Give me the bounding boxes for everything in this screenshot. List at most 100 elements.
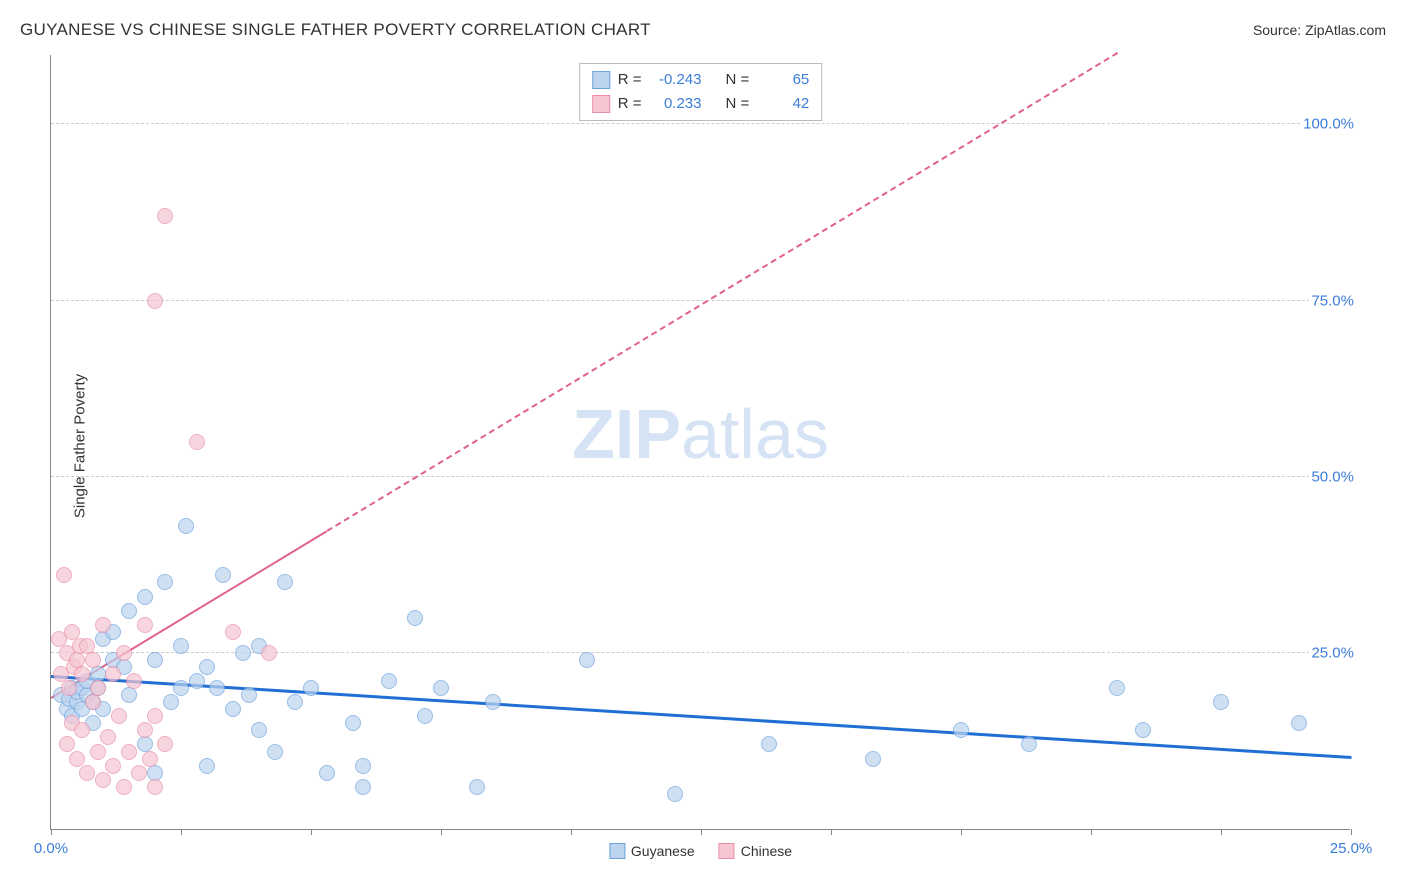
data-point xyxy=(287,694,303,710)
data-point xyxy=(199,659,215,675)
data-point xyxy=(1291,715,1307,731)
data-point xyxy=(56,567,72,583)
data-point xyxy=(59,736,75,752)
n-label: N = xyxy=(726,68,750,92)
y-tick-label: 100.0% xyxy=(1301,116,1356,133)
data-point xyxy=(485,694,501,710)
y-tick-label: 25.0% xyxy=(1309,644,1356,661)
data-point xyxy=(61,680,77,696)
data-point xyxy=(355,758,371,774)
y-tick-label: 75.0% xyxy=(1309,292,1356,309)
correlation-stats-box: R = -0.243 N = 65 R = 0.233 N = 42 xyxy=(579,63,823,121)
x-tick xyxy=(571,829,572,835)
n-value-guyanese: 65 xyxy=(757,68,809,92)
data-point xyxy=(85,652,101,668)
n-value-chinese: 42 xyxy=(757,92,809,116)
legend-item-guyanese: Guyanese xyxy=(609,843,695,859)
watermark: ZIPatlas xyxy=(572,394,829,474)
data-point xyxy=(433,680,449,696)
data-point xyxy=(90,744,106,760)
x-tick xyxy=(51,829,52,835)
data-point xyxy=(303,680,319,696)
data-point xyxy=(147,293,163,309)
x-tick xyxy=(701,829,702,835)
data-point xyxy=(121,603,137,619)
gridline xyxy=(51,300,1350,301)
data-point xyxy=(251,722,267,738)
data-point xyxy=(277,574,293,590)
data-point xyxy=(69,751,85,767)
x-tick-label: 0.0% xyxy=(34,840,68,857)
x-tick xyxy=(181,829,182,835)
data-point xyxy=(235,645,251,661)
x-tick xyxy=(1091,829,1092,835)
stats-row-guyanese: R = -0.243 N = 65 xyxy=(592,68,810,92)
data-point xyxy=(90,680,106,696)
data-point xyxy=(1135,722,1151,738)
source-label: Source: xyxy=(1253,22,1305,38)
swatch-chinese xyxy=(592,95,610,113)
data-point xyxy=(147,652,163,668)
x-tick xyxy=(311,829,312,835)
data-point xyxy=(241,687,257,703)
data-point xyxy=(173,638,189,654)
data-point xyxy=(137,617,153,633)
data-point xyxy=(137,722,153,738)
data-point xyxy=(157,736,173,752)
data-point xyxy=(345,715,361,731)
data-point xyxy=(85,694,101,710)
legend-label-guyanese: Guyanese xyxy=(631,843,695,859)
data-point xyxy=(116,645,132,661)
data-point xyxy=(1213,694,1229,710)
data-point xyxy=(95,772,111,788)
data-point xyxy=(215,567,231,583)
x-tick-label: 25.0% xyxy=(1330,840,1373,857)
data-point xyxy=(126,673,142,689)
plot-area: ZIPatlas R = -0.243 N = 65 R = 0.233 N =… xyxy=(50,55,1350,830)
data-point xyxy=(469,779,485,795)
source-credit: Source: ZipAtlas.com xyxy=(1253,22,1386,38)
r-value-guyanese: -0.243 xyxy=(650,68,702,92)
x-tick xyxy=(831,829,832,835)
data-point xyxy=(261,645,277,661)
r-label: R = xyxy=(618,68,642,92)
data-point xyxy=(173,680,189,696)
watermark-zip: ZIP xyxy=(572,395,681,473)
data-point xyxy=(761,736,777,752)
data-point xyxy=(199,758,215,774)
y-tick-label: 50.0% xyxy=(1309,468,1356,485)
data-point xyxy=(142,751,158,767)
legend: Guyanese Chinese xyxy=(609,843,792,859)
data-point xyxy=(157,208,173,224)
data-point xyxy=(131,765,147,781)
x-tick xyxy=(1351,829,1352,835)
data-point xyxy=(381,673,397,689)
chart-title: GUYANESE VS CHINESE SINGLE FATHER POVERT… xyxy=(20,20,651,40)
x-tick xyxy=(441,829,442,835)
r-label: R = xyxy=(618,92,642,116)
data-point xyxy=(74,666,90,682)
data-point xyxy=(667,786,683,802)
data-point xyxy=(147,708,163,724)
watermark-atlas: atlas xyxy=(681,395,829,473)
data-point xyxy=(319,765,335,781)
stats-row-chinese: R = 0.233 N = 42 xyxy=(592,92,810,116)
data-point xyxy=(225,701,241,717)
data-point xyxy=(157,574,173,590)
data-point xyxy=(189,673,205,689)
data-point xyxy=(209,680,225,696)
gridline xyxy=(51,476,1350,477)
data-point xyxy=(105,758,121,774)
data-point xyxy=(79,765,95,781)
data-point xyxy=(953,722,969,738)
data-point xyxy=(579,652,595,668)
data-point xyxy=(116,779,132,795)
data-point xyxy=(100,729,116,745)
x-tick xyxy=(961,829,962,835)
data-point xyxy=(95,617,111,633)
data-point xyxy=(189,434,205,450)
data-point xyxy=(121,687,137,703)
x-tick xyxy=(1221,829,1222,835)
data-point xyxy=(105,666,121,682)
swatch-guyanese xyxy=(592,71,610,89)
